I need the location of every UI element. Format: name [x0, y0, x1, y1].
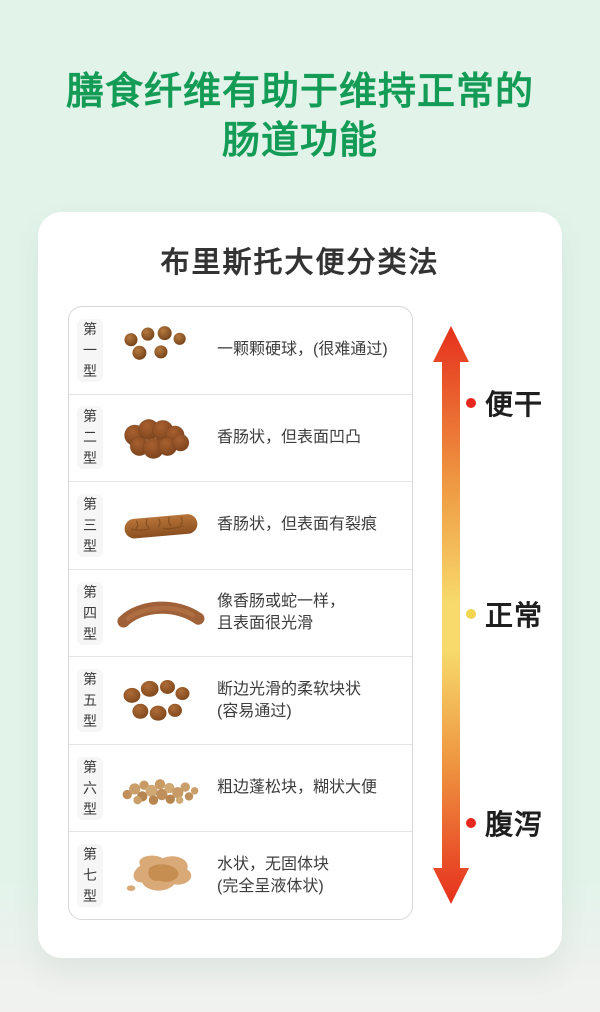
table-row-type-7: 第七型 水状，无固体块 (完全呈液体状): [69, 832, 412, 919]
stool-type-table: 第一型 一颗颗硬球，(很难: [68, 306, 413, 920]
type-4-description: 像香肠或蛇一样， 且表面很光滑: [217, 593, 346, 633]
scale-label-dry-text: 便干: [485, 389, 544, 420]
scale-label-normal-text: 正常: [485, 600, 544, 631]
yellow-dot-icon: [466, 609, 476, 619]
stool-type-1-image: [103, 321, 217, 379]
type-3-label-box: 第三型: [77, 493, 103, 557]
scale-label-diarrhea-text: 腹泻: [485, 809, 544, 840]
severity-gradient-arrow-icon: [433, 326, 469, 904]
table-row-type-1: 第一型 一颗颗硬球，(很难: [69, 307, 412, 395]
scale-label-normal: 正常: [466, 597, 543, 631]
type-3-label: 第三型: [83, 495, 97, 554]
scale-label-dry: 便干: [466, 386, 543, 420]
type-4-label-box: 第四型: [77, 581, 103, 645]
stool-type-2-image: [103, 409, 217, 467]
type-2-label-box: 第二型: [77, 406, 103, 470]
table-row-type-5: 第五型: [69, 657, 412, 745]
type-3-description: 香肠状，但表面有裂痕: [217, 516, 378, 534]
type-6-description: 粗边蓬松块，糊状大便: [217, 779, 378, 797]
type-7-label: 第七型: [83, 846, 97, 905]
stool-type-6-image: [103, 759, 217, 817]
page-title: 膳食纤维有助于维持正常的 肠道功能: [0, 68, 600, 166]
type-4-label: 第四型: [83, 583, 97, 642]
type-7-label-box: 第七型: [77, 844, 103, 908]
table-row-type-4: 第四型 像香肠或蛇一样， 且表面很光滑: [69, 570, 412, 658]
stool-type-4-image: [103, 584, 217, 642]
stool-type-3-image: [103, 496, 217, 554]
scale-label-diarrhea: 腹泻: [466, 806, 543, 840]
type-1-label: 第一型: [83, 320, 97, 379]
type-6-label-box: 第六型: [77, 756, 103, 820]
stool-type-5-image: [103, 672, 217, 730]
stool-type-7-image: [103, 847, 217, 905]
type-5-description: 断边光滑的柔软块状 (容易通过): [217, 680, 362, 720]
type-2-label: 第二型: [83, 408, 97, 467]
page-title-line1: 膳食纤维有助于维持正常的: [65, 71, 534, 113]
table-row-type-3: 第三型: [69, 482, 412, 570]
table-row-type-2: 第二型 香: [69, 395, 412, 483]
page-title-line2: 肠道功能: [221, 120, 378, 162]
type-6-label: 第六型: [83, 758, 97, 817]
table-row-type-6: 第六型: [69, 745, 412, 833]
type-7-description: 水状，无固体块 (完全呈液体状): [217, 855, 330, 895]
red-dot-icon: [466, 398, 476, 408]
type-1-label-box: 第一型: [77, 318, 103, 382]
red-dot-icon: [466, 818, 476, 828]
type-2-description: 香肠状，但表面凹凸: [217, 428, 362, 446]
card-title: 布里斯托大便分类法: [160, 247, 440, 279]
type-5-label-box: 第五型: [77, 669, 103, 733]
bristol-chart-card: 布里斯托大便分类法 第一型: [38, 212, 562, 958]
type-5-label: 第五型: [83, 671, 97, 730]
type-1-description: 一颗颗硬球，(很难通过): [217, 341, 388, 359]
